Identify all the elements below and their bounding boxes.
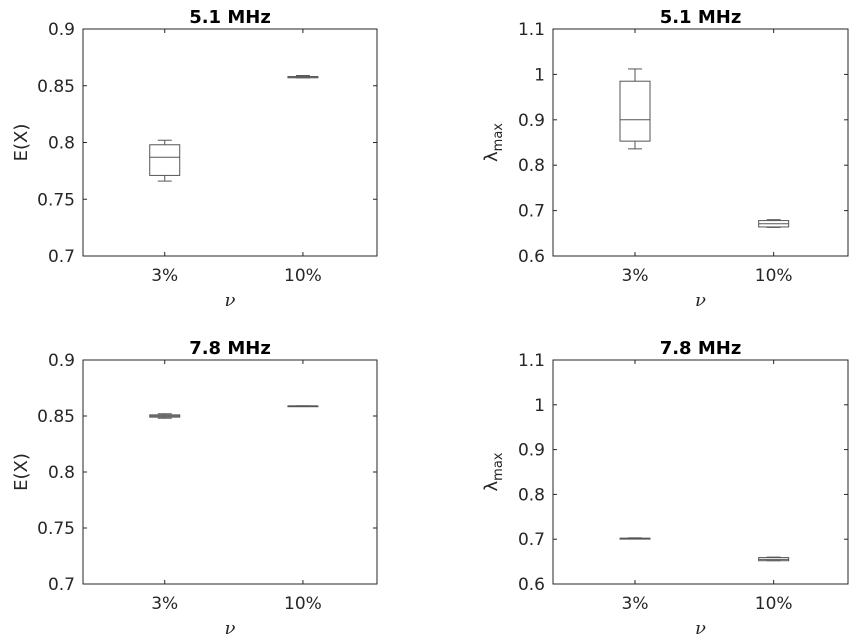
x-tick-label: 10%	[284, 266, 322, 286]
box-3%	[619, 68, 651, 150]
box-3%	[149, 139, 181, 182]
x-axis-label: ν	[225, 618, 236, 638]
plot-area-frame	[552, 28, 849, 257]
chart-panel-4: 0.6 0.7 0.8 0.9 1 1.1 3% 10% 7.8 MHz λmax ν	[481, 338, 849, 638]
y-axis-label: E(X)	[11, 453, 32, 491]
box-10%	[758, 556, 790, 562]
y-tick-label: 1	[534, 65, 545, 85]
x-tick-label: 3%	[622, 594, 649, 614]
y-tick-label: 1.1	[518, 20, 545, 40]
y-tick-label: 0.6	[518, 247, 545, 267]
y-tick-label: 1	[534, 396, 545, 416]
x-tick-label: 10%	[755, 594, 793, 614]
chart-title: 7.8 MHz	[189, 338, 271, 359]
x-axis-label: ν	[695, 290, 706, 311]
chart-title: 5.1 MHz	[660, 7, 742, 28]
y-tick-label: 1.1	[518, 351, 545, 371]
y-tick-label: 0.9	[518, 111, 545, 131]
x-axis-label: ν	[225, 290, 236, 311]
y-tick-label: 0.8	[518, 156, 545, 176]
y-tick-label: 0.7	[48, 575, 75, 595]
x-tick-label: 3%	[151, 594, 178, 614]
y-axis-label: λmax	[481, 123, 506, 162]
box-10%	[758, 219, 790, 228]
y-tick-label: 0.9	[48, 351, 75, 371]
y-tick-label: 0.75	[37, 190, 75, 210]
y-axis-label-subscript: max	[491, 123, 506, 152]
y-tick-label: 0.85	[37, 407, 75, 427]
y-axis-label-subscript: max	[491, 452, 506, 481]
y-tick-label: 0.6	[518, 575, 545, 595]
chart-panel-1: 0.7 0.75 0.8 0.85 0.9 3% 10% 5.1 MHz E(X) ν	[11, 7, 378, 311]
plot-area-frame	[82, 359, 378, 585]
x-tick-label: 3%	[622, 266, 649, 286]
y-tick-label: 0.7	[518, 530, 545, 550]
y-tick-label: 0.7	[48, 247, 75, 267]
x-axis-label: ν	[695, 618, 706, 638]
chart-panel-2: 0.6 0.7 0.8 0.9 1 1.1 3% 10% 5.1 MHz λmax ν	[481, 7, 849, 311]
y-tick-label: 0.8	[48, 463, 75, 483]
y-axis-label: E(X)	[11, 124, 32, 162]
box-10%	[287, 75, 319, 79]
y-tick-label: 0.8	[48, 134, 75, 154]
box-3%	[619, 537, 651, 540]
y-tick-label: 0.85	[37, 77, 75, 97]
y-tick-label: 0.75	[37, 519, 75, 539]
chart-panel-3: 0.7 0.75 0.8 0.85 0.9 3% 10% 7.8 MHz E(X) ν	[11, 338, 378, 638]
y-axis-label: λmax	[481, 452, 506, 491]
x-tick-label: 3%	[151, 266, 178, 286]
box-10%	[287, 405, 319, 408]
chart-title: 5.1 MHz	[189, 7, 271, 28]
y-tick-label: 0.9	[48, 20, 75, 40]
box-iqr	[149, 144, 181, 176]
x-tick-label: 10%	[755, 266, 793, 286]
box-iqr	[619, 80, 651, 142]
y-tick-label: 0.7	[518, 202, 545, 222]
x-tick-label: 10%	[284, 594, 322, 614]
y-tick-label: 0.8	[518, 485, 545, 505]
y-tick-label: 0.9	[518, 441, 545, 461]
plot-area-frame	[552, 359, 849, 585]
plot-area-frame	[82, 28, 378, 257]
box-3%	[149, 413, 181, 419]
chart-title: 7.8 MHz	[660, 338, 742, 359]
